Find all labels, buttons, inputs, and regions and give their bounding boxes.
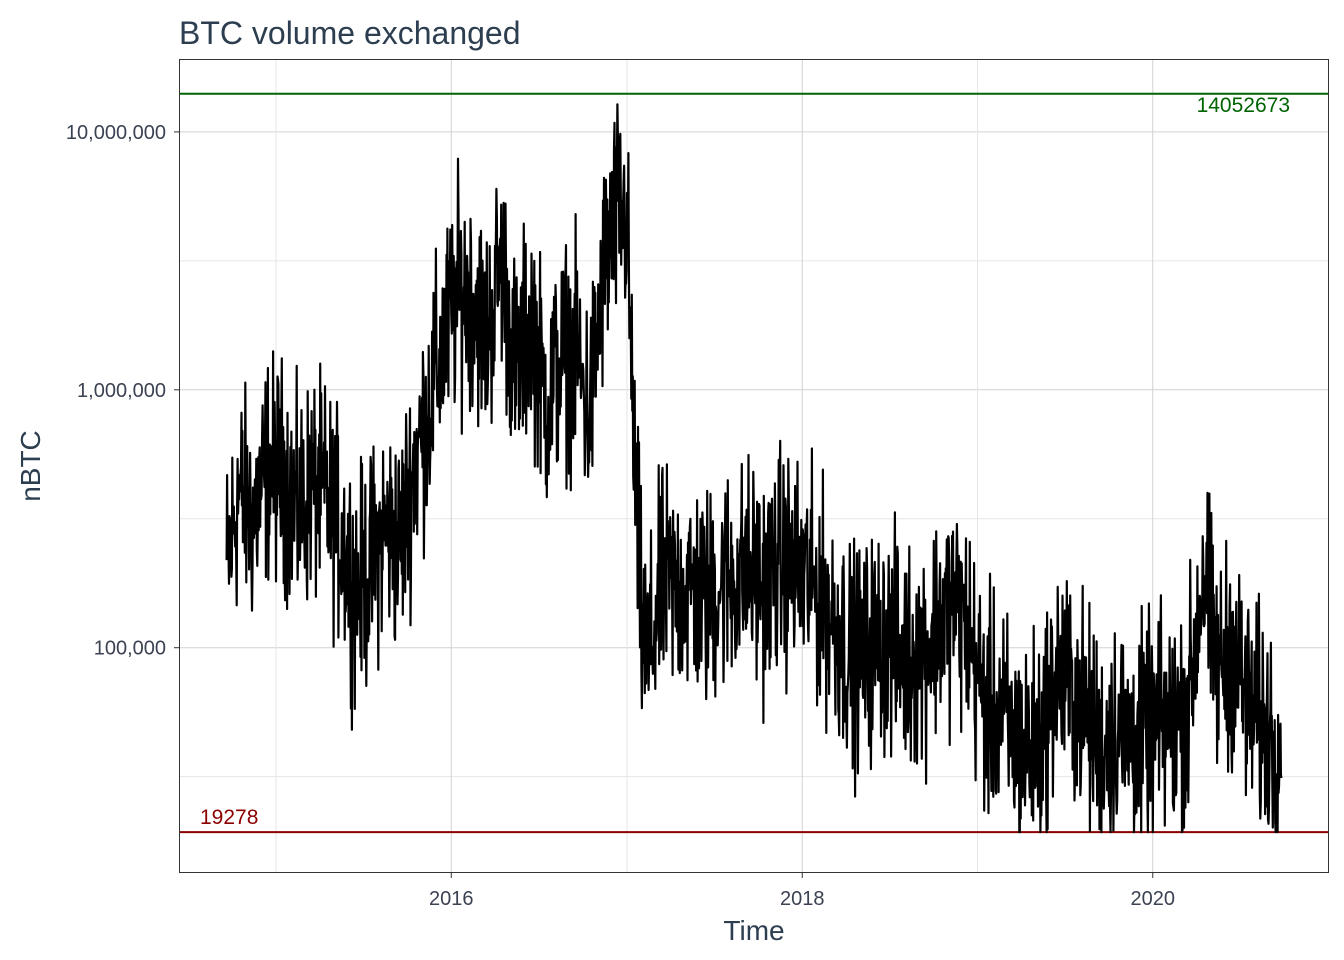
x-tick-label: 2016 bbox=[429, 888, 474, 910]
x-axis-ticks: 2016 2018 2020 bbox=[429, 872, 1175, 910]
y-tick-label: 10,000,000 bbox=[66, 122, 166, 144]
series-line bbox=[225, 103, 1283, 834]
x-axis-title: Time bbox=[723, 915, 784, 946]
plot-border bbox=[179, 59, 1329, 873]
y-tick-label: 100,000 bbox=[94, 638, 166, 660]
x-tick-label: 2018 bbox=[780, 888, 825, 910]
reference-lines: 14052673 19278 bbox=[180, 92, 1328, 834]
y-axis-title: nBTC bbox=[15, 430, 46, 502]
x-tick-label: 2020 bbox=[1131, 888, 1176, 910]
chart-title: BTC volume exchanged bbox=[179, 15, 521, 51]
y-tick-label: 1,000,000 bbox=[77, 380, 166, 402]
y-axis-ticks: 100,000 1,000,000 10,000,000 bbox=[66, 122, 180, 660]
min-reference-label: 19278 bbox=[200, 806, 258, 829]
max-reference-label: 14052673 bbox=[1197, 94, 1290, 117]
